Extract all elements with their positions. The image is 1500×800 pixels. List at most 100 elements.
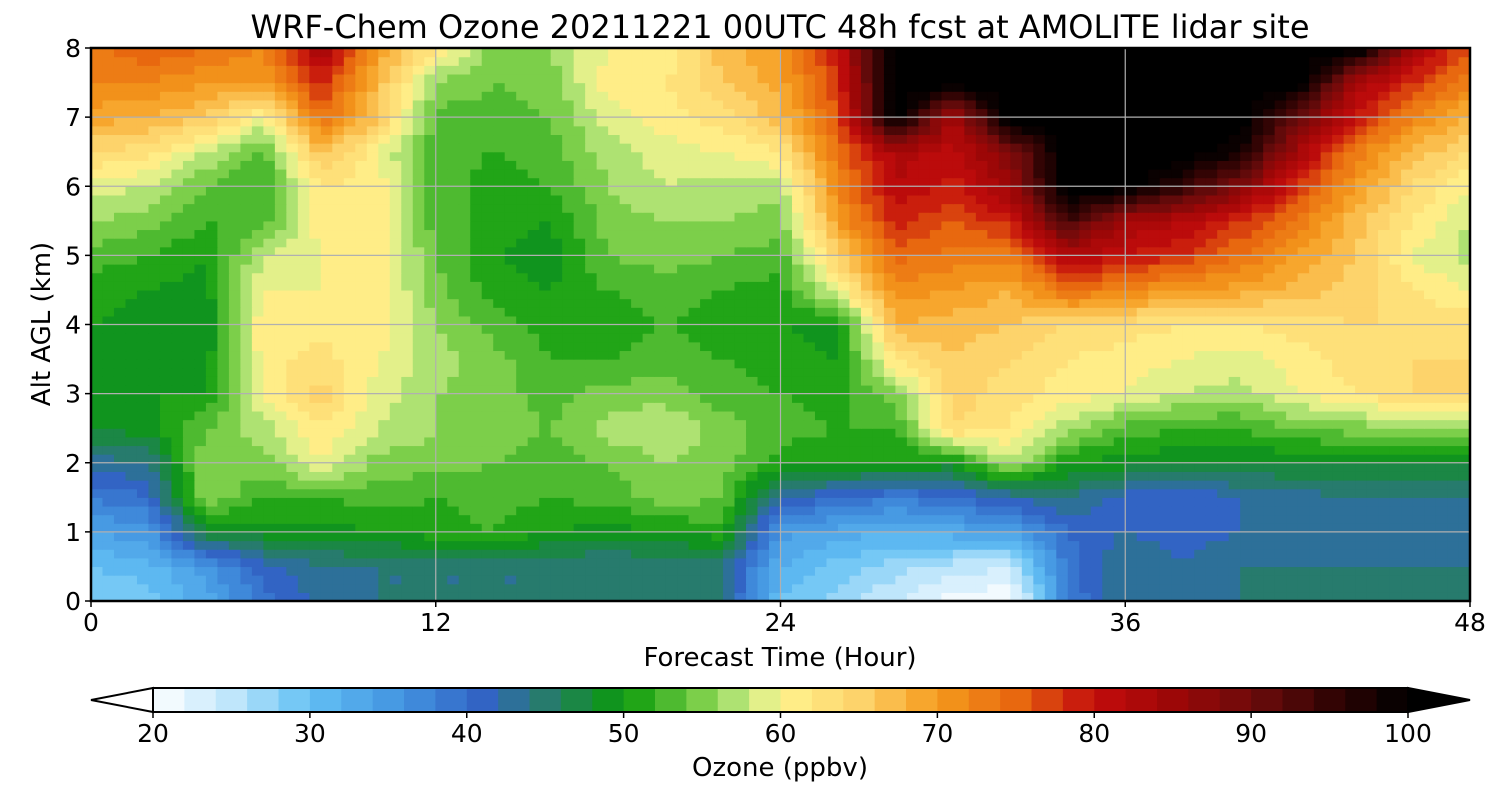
heatmap-cell: [769, 281, 782, 291]
heatmap-cell: [1021, 557, 1034, 568]
heatmap-cell: [527, 410, 540, 421]
heatmap-cell: [1194, 272, 1207, 282]
heatmap-cell: [803, 480, 816, 490]
heatmap-cell: [1079, 445, 1092, 455]
heatmap-cell: [562, 419, 575, 429]
heatmap-cell: [205, 497, 219, 507]
heatmap-cell: [1320, 462, 1333, 472]
heatmap-cell: [1171, 307, 1184, 317]
heatmap-cell: [378, 592, 391, 601]
heatmap-cell: [964, 384, 977, 395]
heatmap-cell: [769, 497, 782, 507]
heatmap-cell: [481, 462, 494, 472]
heatmap-cell: [746, 324, 759, 334]
heatmap-cell: [1182, 324, 1195, 334]
heatmap-cell: [1159, 514, 1172, 524]
heatmap-cell: [309, 531, 322, 542]
heatmap-cell: [274, 583, 287, 593]
heatmap-cell: [366, 359, 379, 369]
heatmap-cell: [1401, 367, 1414, 377]
heatmap-cell: [1079, 557, 1092, 568]
heatmap-cell: [1401, 549, 1414, 559]
heatmap-cell: [1113, 272, 1126, 282]
heatmap-cell: [975, 410, 988, 421]
heatmap-cell: [1067, 428, 1080, 438]
heatmap-cell: [550, 238, 563, 248]
heatmap-cell: [562, 384, 575, 395]
heatmap-cell: [125, 315, 138, 326]
heatmap-cell: [1424, 333, 1437, 343]
heatmap-cell: [769, 359, 782, 369]
heatmap-cell: [895, 428, 908, 438]
heatmap-cell: [550, 488, 563, 498]
heatmap-cell: [1401, 246, 1414, 256]
heatmap-cell: [516, 281, 529, 291]
heatmap-cell: [1171, 384, 1184, 395]
heatmap-cell: [1320, 350, 1333, 360]
heatmap-cell: [1182, 497, 1195, 507]
heatmap-cell: [297, 488, 310, 498]
heatmap-cell: [1435, 583, 1448, 593]
heatmap-cell: [700, 419, 713, 429]
heatmap-cell: [1159, 471, 1172, 481]
heatmap-cell: [516, 462, 529, 472]
heatmap-cell: [228, 255, 241, 265]
heatmap-cell: [424, 350, 437, 360]
heatmap-cell: [1056, 307, 1069, 317]
heatmap-cell: [883, 289, 897, 300]
heatmap-cell: [803, 393, 816, 403]
heatmap-cell: [113, 281, 127, 291]
heatmap-cell: [780, 549, 793, 559]
heatmap-cell: [1343, 324, 1356, 334]
heatmap-cell: [1320, 497, 1333, 507]
heatmap-cell: [493, 523, 506, 533]
heatmap-cell: [516, 419, 529, 429]
heatmap-cell: [1056, 281, 1069, 291]
heatmap-cell: [734, 592, 747, 601]
heatmap-cell: [711, 384, 724, 395]
heatmap-cell: [343, 359, 356, 369]
heatmap-cell: [1286, 549, 1299, 559]
heatmap-cell: [263, 264, 276, 274]
heatmap-cell: [504, 454, 517, 464]
heatmap-cell: [1355, 307, 1368, 317]
heatmap-cell: [1090, 575, 1103, 585]
heatmap-cell: [952, 480, 965, 490]
heatmap-cell: [205, 264, 219, 274]
heatmap-cell: [286, 376, 299, 386]
heatmap-cell: [447, 393, 460, 403]
heatmap-cell: [1309, 384, 1322, 395]
heatmap-cell: [665, 376, 678, 386]
heatmap-cell: [1251, 384, 1264, 395]
heatmap-cell: [113, 583, 127, 593]
heatmap-cell: [596, 298, 609, 308]
heatmap-cell: [447, 238, 460, 248]
heatmap-cell: [1217, 480, 1230, 490]
heatmap-cell: [1171, 350, 1184, 360]
heatmap-cell: [585, 333, 598, 343]
heatmap-cell: [343, 350, 356, 360]
heatmap-cell: [1458, 462, 1470, 472]
heatmap-cell: [1136, 419, 1149, 429]
heatmap-cell: [539, 333, 552, 343]
heatmap-cell: [918, 246, 931, 256]
heatmap-cell: [895, 315, 908, 326]
heatmap-cell: [1343, 583, 1356, 593]
heatmap-cell: [1056, 402, 1069, 412]
heatmap-cell: [1274, 272, 1287, 282]
heatmap-cell: [447, 341, 460, 352]
heatmap-cell: [631, 384, 644, 395]
heatmap-cell: [1286, 264, 1299, 274]
heatmap-cell: [952, 575, 965, 585]
heatmap-cell: [148, 445, 161, 455]
heatmap-cell: [182, 333, 196, 343]
heatmap-cell: [194, 480, 207, 490]
heatmap-cell: [757, 445, 770, 455]
heatmap-cell: [975, 333, 988, 343]
heatmap-cell: [194, 376, 207, 386]
heatmap-cell: [952, 557, 965, 568]
heatmap-cell: [159, 531, 173, 542]
heatmap-cell: [550, 384, 563, 395]
heatmap-cell: [263, 376, 276, 386]
heatmap-cell: [975, 315, 988, 326]
